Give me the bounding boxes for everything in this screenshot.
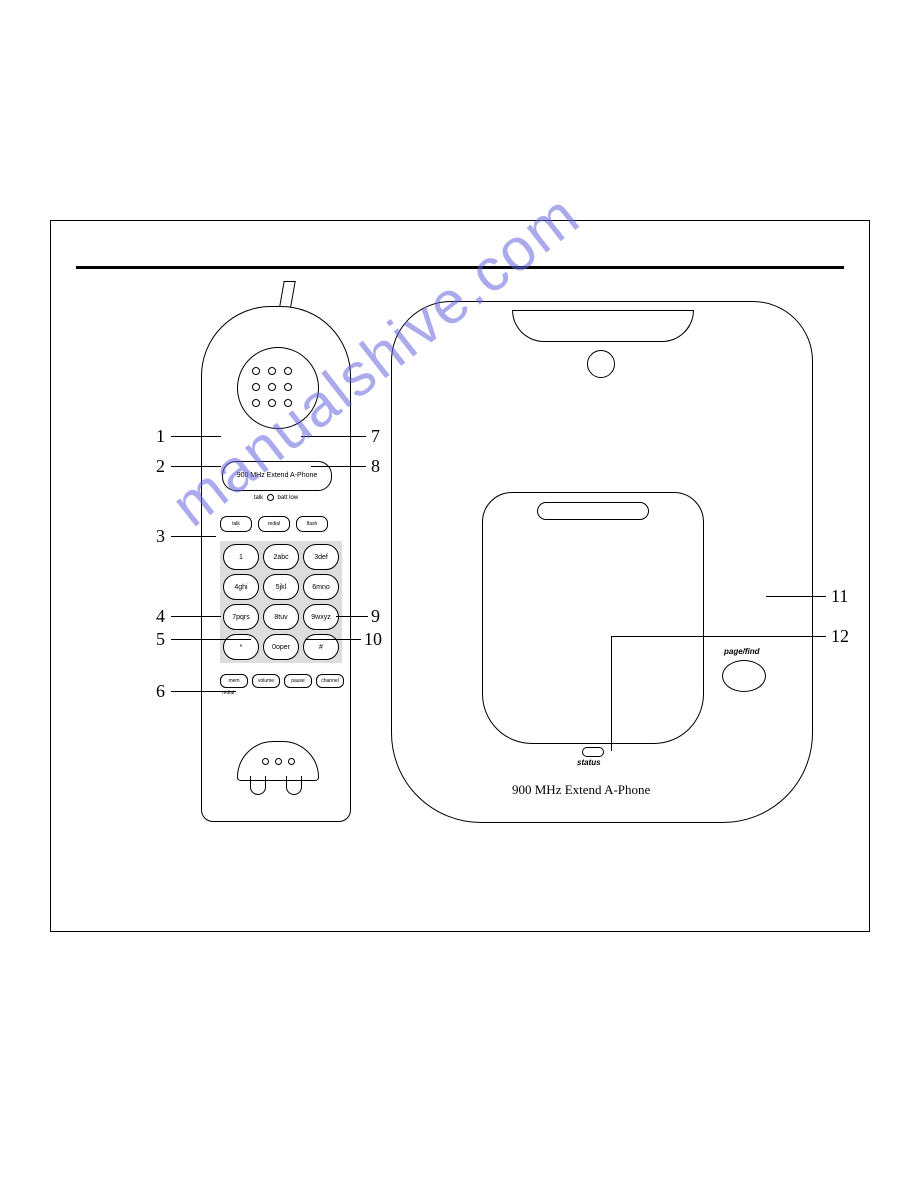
figure-frame: 900 MHz Extend A-Phone talk batt low tal… [50, 220, 870, 932]
volume-button[interactable]: volume [252, 674, 280, 688]
handset-mid: 900 MHz Extend A-Phone talk batt low tal… [201, 456, 351, 772]
status-led [582, 747, 604, 757]
callout-5: 5 [156, 629, 165, 650]
key-hash[interactable]: # [303, 634, 339, 660]
speaker-holes [252, 367, 294, 409]
key-1[interactable]: 1 [223, 544, 259, 570]
cradle [482, 492, 704, 744]
led-dot [267, 494, 274, 501]
line-4 [171, 616, 221, 617]
key-7[interactable]: 7pqrs [223, 604, 259, 630]
handset-diagram: 900 MHz Extend A-Phone talk batt low tal… [201, 291, 351, 831]
button-row-top: talk redial flash [220, 516, 328, 532]
key-9[interactable]: 9wxyz [303, 604, 339, 630]
key-0[interactable]: 0oper [263, 634, 299, 660]
led-row: talk batt low [222, 494, 330, 501]
page: 900 MHz Extend A-Phone talk batt low tal… [0, 0, 918, 1188]
page-find-label: page/find [724, 647, 760, 656]
led-batt-text: batt low [278, 495, 299, 501]
callout-1: 1 [156, 426, 165, 447]
key-5[interactable]: 5jkl [263, 574, 299, 600]
line-12b [611, 636, 612, 751]
callout-4: 4 [156, 606, 165, 627]
handset-bottom [201, 726, 351, 822]
base-title: 900 MHz Extend A-Phone [512, 782, 650, 798]
line-2 [171, 466, 221, 467]
callout-9: 9 [371, 606, 380, 627]
callout-8: 8 [371, 456, 380, 477]
mic-holes [262, 758, 295, 765]
page-find-button[interactable] [722, 660, 766, 692]
fn-row: mem volume pause channel [220, 674, 344, 688]
flash-button[interactable]: flash [296, 516, 328, 532]
key-8[interactable]: 8tuv [263, 604, 299, 630]
callout-11: 11 [831, 586, 848, 607]
callout-6: 6 [156, 681, 165, 702]
line-8 [311, 466, 366, 467]
channel-button[interactable]: channel [316, 674, 344, 688]
line-10 [306, 639, 361, 640]
callout-3: 3 [156, 526, 165, 547]
callout-2: 2 [156, 456, 165, 477]
line-6 [171, 691, 236, 692]
status-label: status [577, 758, 601, 767]
line-7 [301, 436, 366, 437]
line-5 [171, 639, 251, 640]
talk-button[interactable]: talk [220, 516, 252, 532]
charge-contacts [250, 776, 302, 795]
key-2[interactable]: 2abc [263, 544, 299, 570]
line-1 [171, 436, 221, 437]
led-talk-text: talk [254, 495, 263, 501]
key-star[interactable]: * [223, 634, 259, 660]
redial-button[interactable]: redial [258, 516, 290, 532]
key-6[interactable]: 6mno [303, 574, 339, 600]
rule [76, 266, 844, 269]
cradle-top [537, 502, 649, 520]
pause-button[interactable]: pause [284, 674, 312, 688]
base-indicator [587, 350, 615, 378]
callout-12: 12 [831, 626, 849, 647]
key-4[interactable]: 4ghi [223, 574, 259, 600]
callout-7: 7 [371, 426, 380, 447]
base-top-recess [512, 310, 694, 342]
keypad: 1 2abc 3def 4ghi 5jkl 6mno 7pqrs 8tuv 9w… [220, 541, 342, 663]
line-9 [336, 616, 368, 617]
handset-earpiece [201, 306, 351, 468]
base-diagram: page/find status 900 MHz Extend A-Phone [391, 301, 813, 823]
line-3 [171, 536, 216, 537]
callout-10: 10 [364, 629, 382, 650]
line-11 [766, 596, 826, 597]
key-3[interactable]: 3def [303, 544, 339, 570]
mem-button[interactable]: mem [220, 674, 248, 688]
line-12 [611, 636, 826, 637]
